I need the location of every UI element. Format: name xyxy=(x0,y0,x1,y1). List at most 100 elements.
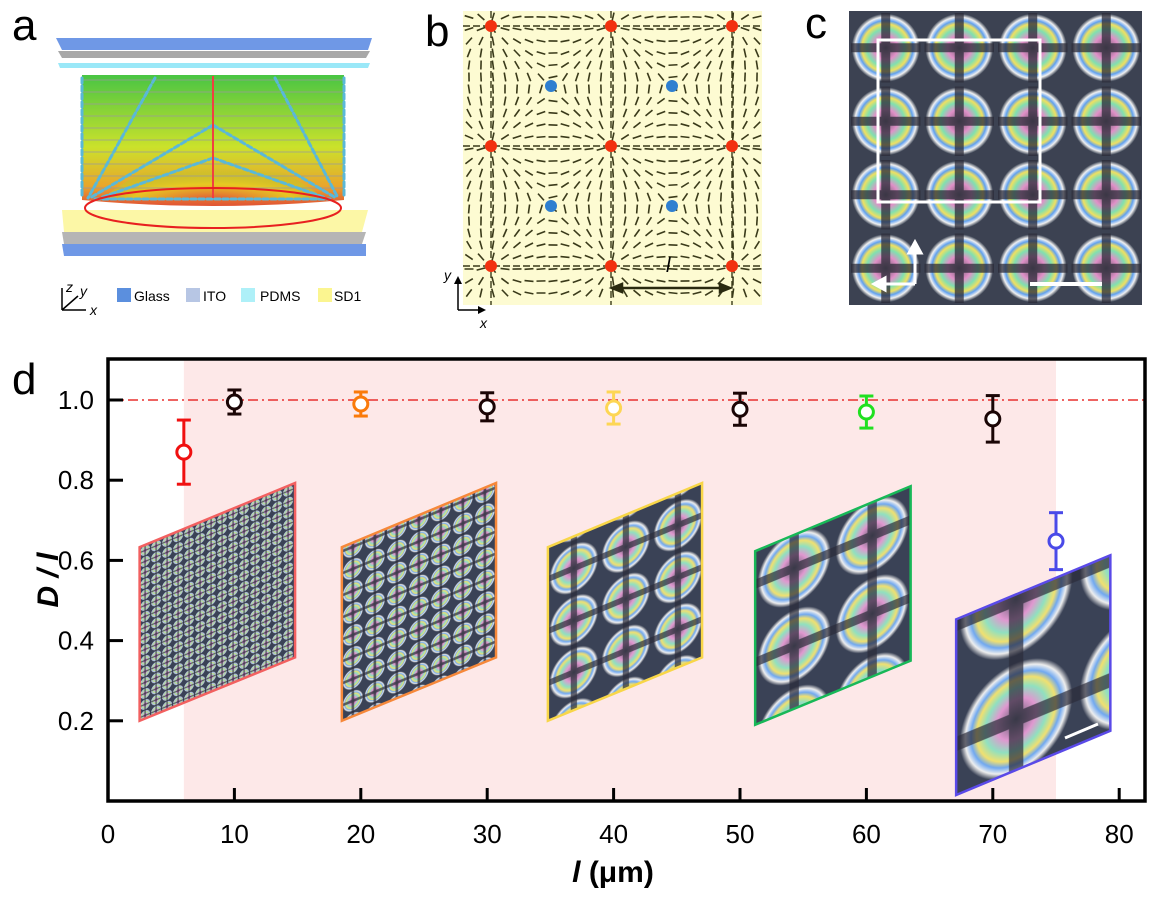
director-segment xyxy=(572,255,582,259)
director-segment xyxy=(599,180,603,190)
director-segment xyxy=(693,229,701,237)
plus-defect-dot xyxy=(605,20,617,32)
director-segment xyxy=(706,60,712,70)
director-segment xyxy=(503,72,507,82)
director-segment xyxy=(503,192,507,202)
director-segment xyxy=(596,266,606,272)
director-segment xyxy=(693,180,701,190)
director-segment xyxy=(585,168,593,178)
director-segment xyxy=(560,135,570,139)
director-segment xyxy=(536,230,546,236)
director-segment xyxy=(752,147,762,151)
axis-y-label: y xyxy=(79,283,88,299)
director-segment xyxy=(548,267,558,271)
director-segment xyxy=(752,15,762,19)
director-segment xyxy=(740,267,750,271)
director-segment xyxy=(512,290,522,296)
director-segment xyxy=(731,240,735,250)
director-segment xyxy=(491,132,495,142)
director-segment xyxy=(752,278,762,284)
director-segment xyxy=(491,204,495,214)
director-segment xyxy=(465,288,473,298)
director-segment xyxy=(479,84,483,94)
director-segment xyxy=(512,121,522,129)
director-segment xyxy=(599,96,603,106)
director-segment xyxy=(692,38,702,44)
director-segment xyxy=(572,135,582,139)
director-segment xyxy=(527,204,531,214)
director-segment xyxy=(706,96,712,106)
director-segment xyxy=(731,228,735,238)
director-segment xyxy=(731,204,735,214)
director-segment xyxy=(477,276,485,286)
director-segment xyxy=(526,72,532,82)
top-glass-layer xyxy=(56,38,372,68)
panel-d-letter: d xyxy=(12,355,37,404)
director-segment xyxy=(704,290,714,296)
director-segment xyxy=(719,192,723,202)
director-segment xyxy=(718,108,724,118)
director-segment xyxy=(560,279,570,283)
director-segment xyxy=(731,72,735,82)
director-segment xyxy=(611,168,615,178)
inset-micrograph xyxy=(954,553,1112,797)
director-segment xyxy=(476,146,486,152)
director-segment xyxy=(585,228,593,238)
director-segment xyxy=(479,228,483,238)
director-segment xyxy=(524,109,534,117)
director-segment xyxy=(633,228,641,238)
director-segment xyxy=(491,72,495,82)
director-segment xyxy=(584,134,594,140)
director-segment xyxy=(598,288,604,298)
director-segment xyxy=(502,108,508,118)
director-segment xyxy=(597,13,605,21)
director-segment xyxy=(584,277,594,285)
director-segment xyxy=(620,133,630,141)
plus-defect-dot xyxy=(485,140,497,152)
director-segment xyxy=(491,228,495,238)
director-segment xyxy=(644,135,654,139)
director-segment xyxy=(500,133,510,141)
director-segment xyxy=(514,216,520,226)
director-segment xyxy=(632,27,642,31)
director-segment xyxy=(693,61,701,69)
director-segment xyxy=(645,96,653,106)
director-segment xyxy=(584,157,594,165)
data-point xyxy=(605,390,623,426)
director-segment xyxy=(597,276,605,286)
director-segment xyxy=(512,278,522,284)
director-segment xyxy=(573,60,581,70)
director-segment xyxy=(611,120,615,130)
director-segment xyxy=(741,157,749,165)
director-segment xyxy=(692,169,702,177)
director-segment xyxy=(705,228,713,238)
director-segment xyxy=(754,48,760,58)
director-segment xyxy=(692,147,702,151)
y-tick-label: 0.2 xyxy=(58,706,94,736)
director-segment xyxy=(575,204,579,214)
director-segment xyxy=(656,243,666,247)
director-segment xyxy=(611,132,615,142)
x-tick-label: 70 xyxy=(978,819,1007,849)
director-segment xyxy=(464,26,474,32)
director-segment xyxy=(491,120,495,130)
director-segment xyxy=(719,204,723,214)
director-segment xyxy=(645,61,653,69)
director-segment xyxy=(548,111,558,115)
director-segment xyxy=(716,147,726,151)
director-segment xyxy=(644,122,654,128)
director-segment xyxy=(527,84,531,94)
director-segment xyxy=(526,192,532,202)
director-segment xyxy=(753,37,761,45)
director-segment xyxy=(514,60,520,70)
director-segment xyxy=(647,84,651,94)
director-segment xyxy=(478,168,484,178)
director-field xyxy=(463,11,762,305)
director-segment xyxy=(548,63,558,67)
director-segment xyxy=(743,84,747,94)
director-segment xyxy=(598,120,604,130)
director-segment xyxy=(524,135,534,139)
director-segment xyxy=(597,36,605,46)
director-segment xyxy=(467,216,471,226)
director-segment xyxy=(635,192,639,202)
